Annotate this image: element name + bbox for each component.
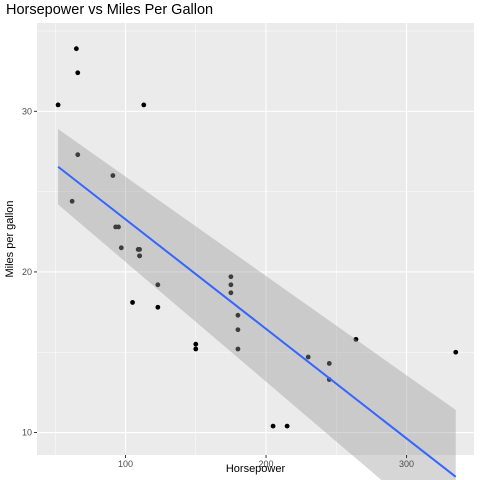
y-tick-label: 20 [22, 267, 32, 277]
data-point [155, 305, 160, 310]
data-point [193, 347, 198, 352]
data-point [75, 70, 80, 75]
data-point [74, 46, 79, 51]
plot-panel [37, 23, 474, 480]
data-point [271, 424, 276, 429]
data-point [56, 103, 61, 108]
x-tick-label: 100 [118, 459, 133, 469]
y-tick-label: 30 [22, 106, 32, 116]
y-axis-title: Miles per gallon [4, 200, 16, 277]
y-tick-label: 10 [22, 428, 32, 438]
data-point [285, 424, 290, 429]
data-point [193, 342, 198, 347]
x-axis-title: Horsepower [226, 463, 286, 475]
data-point [141, 103, 146, 108]
data-point [130, 300, 135, 305]
x-tick-label: 300 [399, 459, 414, 469]
data-point [453, 350, 458, 355]
